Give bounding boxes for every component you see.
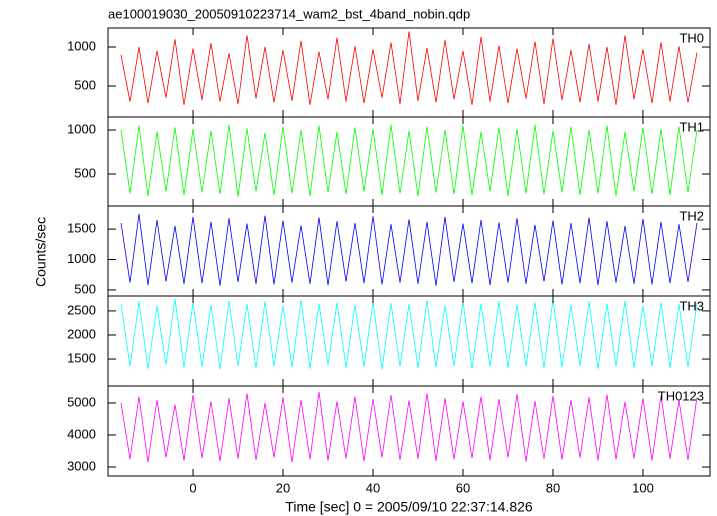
series-line (120, 31, 698, 105)
series-label: TH0123 (658, 388, 704, 403)
x-tick-label: 20 (276, 480, 290, 495)
series-line (120, 213, 698, 286)
series-label: TH1 (679, 119, 704, 134)
y-tick-label: 4000 (67, 426, 96, 441)
panel-frame (107, 385, 711, 477)
y-tick-label: 500 (74, 281, 96, 296)
y-tick-label: 500 (74, 165, 96, 180)
x-tick-label: 40 (366, 480, 380, 495)
x-axis-label: Time [sec] 0 = 2005/09/10 22:37:14.826 (285, 499, 533, 515)
y-tick-label: 1000 (67, 121, 96, 136)
x-tick-label: 60 (456, 480, 470, 495)
y-tick-label: 2000 (67, 326, 96, 341)
series-label: TH2 (679, 208, 704, 223)
y-tick-label: 3000 (67, 458, 96, 473)
panel-frame (107, 116, 711, 207)
y-tick-label: 5000 (67, 394, 96, 409)
series-line (120, 298, 698, 370)
series-label: TH0 (679, 30, 704, 45)
y-tick-label: 1500 (67, 350, 96, 365)
y-tick-label: 1000 (67, 38, 96, 53)
series-label: TH3 (679, 298, 704, 313)
x-tick-label: 80 (546, 480, 560, 495)
x-tick-label: 100 (632, 480, 654, 495)
series-line (120, 391, 698, 463)
y-tick-label: 500 (74, 77, 96, 92)
y-tick-label: 1500 (67, 221, 96, 236)
y-tick-label: 2500 (67, 302, 96, 317)
chart-title: ae100019030_20050910223714_wam2_bst_4ban… (108, 6, 470, 21)
series-line (120, 124, 698, 197)
panel-frame (107, 27, 711, 118)
x-tick-label: 0 (189, 480, 196, 495)
y-tick-label: 1000 (67, 251, 96, 266)
y-axis-label: Counts/sec (33, 217, 49, 287)
